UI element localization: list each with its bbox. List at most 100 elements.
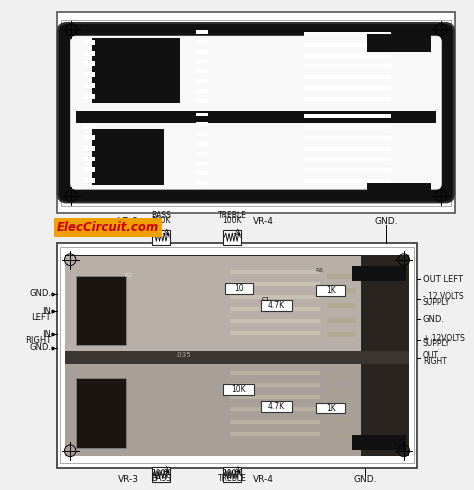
Text: 4.7K: 4.7K: [268, 301, 285, 310]
FancyBboxPatch shape: [58, 23, 454, 202]
Bar: [83, 168, 95, 172]
Text: RIGHT: RIGHT: [25, 336, 51, 344]
Text: VR-4: VR-4: [253, 217, 273, 226]
Text: IN: IN: [42, 307, 51, 316]
Bar: [230, 371, 320, 375]
Bar: [327, 303, 356, 308]
Text: BASS: BASS: [151, 211, 171, 220]
Text: RIGHT: RIGHT: [423, 357, 447, 366]
Bar: [83, 94, 95, 98]
Bar: [230, 295, 320, 299]
Bar: [327, 433, 356, 438]
Bar: [196, 99, 208, 103]
FancyBboxPatch shape: [70, 36, 442, 190]
Text: OUT: OUT: [423, 351, 439, 360]
Text: - 12 VOLTS: - 12 VOLTS: [423, 292, 464, 301]
Bar: [83, 72, 95, 77]
Bar: [327, 333, 356, 338]
Bar: [76, 111, 436, 122]
Text: GND.: GND.: [29, 290, 51, 298]
Bar: [83, 124, 95, 129]
Bar: [65, 357, 361, 456]
Bar: [304, 75, 392, 79]
Text: SUPPLY: SUPPLY: [423, 340, 450, 348]
Bar: [196, 172, 208, 175]
Bar: [317, 285, 345, 296]
Bar: [196, 113, 208, 117]
Bar: [304, 43, 392, 47]
Bar: [304, 32, 392, 36]
Bar: [65, 351, 409, 364]
Bar: [196, 181, 208, 185]
Bar: [65, 255, 409, 456]
Text: BASS: BASS: [151, 474, 171, 483]
Bar: [230, 319, 320, 323]
Text: VR-4: VR-4: [253, 475, 273, 484]
Bar: [304, 125, 392, 129]
Bar: [367, 183, 431, 201]
Bar: [196, 89, 208, 93]
Bar: [230, 283, 320, 287]
Bar: [61, 20, 451, 206]
Bar: [352, 435, 406, 450]
Text: GND.: GND.: [353, 475, 377, 484]
Text: .47: .47: [64, 264, 73, 269]
Bar: [152, 467, 170, 482]
Text: .035: .035: [175, 352, 191, 358]
Bar: [304, 158, 392, 162]
Text: 100K: 100K: [222, 216, 242, 225]
Text: + 12VOLTS: + 12VOLTS: [423, 334, 465, 343]
Text: 100K: 100K: [222, 469, 242, 478]
Text: GND.: GND.: [374, 217, 398, 226]
Bar: [367, 34, 431, 52]
Bar: [196, 132, 208, 136]
Bar: [83, 40, 95, 45]
Text: GND.: GND.: [423, 315, 445, 324]
Bar: [230, 408, 320, 412]
Bar: [261, 300, 292, 311]
Bar: [304, 168, 392, 172]
Bar: [304, 115, 392, 119]
Bar: [65, 256, 361, 355]
Bar: [230, 395, 320, 399]
Bar: [196, 122, 208, 126]
Text: LEFT: LEFT: [32, 313, 51, 321]
Bar: [196, 60, 208, 64]
Bar: [83, 61, 95, 66]
Bar: [76, 276, 126, 345]
Text: 100K: 100K: [151, 469, 171, 478]
Bar: [196, 142, 208, 146]
Bar: [83, 157, 95, 162]
Bar: [92, 129, 164, 185]
Bar: [304, 97, 392, 100]
Bar: [261, 401, 292, 412]
Text: ElecCircuit.com: ElecCircuit.com: [57, 223, 154, 233]
Text: SUPPLY: SUPPLY: [423, 298, 450, 307]
Bar: [83, 146, 95, 151]
Bar: [327, 404, 356, 409]
Bar: [223, 384, 254, 394]
Bar: [230, 270, 320, 274]
Bar: [304, 179, 392, 183]
Text: IN: IN: [42, 330, 51, 339]
Bar: [196, 40, 208, 44]
Text: VR-3: VR-3: [118, 475, 138, 484]
Bar: [57, 12, 455, 213]
Bar: [60, 247, 414, 463]
Bar: [57, 243, 417, 468]
Text: 10K: 10K: [231, 385, 246, 394]
Bar: [223, 467, 241, 482]
Text: 4.7K: 4.7K: [268, 402, 285, 411]
Bar: [196, 79, 208, 83]
Text: C1: C1: [262, 297, 270, 302]
Bar: [223, 230, 241, 245]
Bar: [327, 389, 356, 394]
Bar: [83, 135, 95, 140]
Bar: [230, 307, 320, 311]
Bar: [352, 266, 406, 281]
Bar: [327, 289, 356, 294]
Bar: [327, 274, 356, 279]
Bar: [304, 147, 392, 151]
Text: 100K: 100K: [151, 216, 171, 225]
Bar: [196, 162, 208, 166]
